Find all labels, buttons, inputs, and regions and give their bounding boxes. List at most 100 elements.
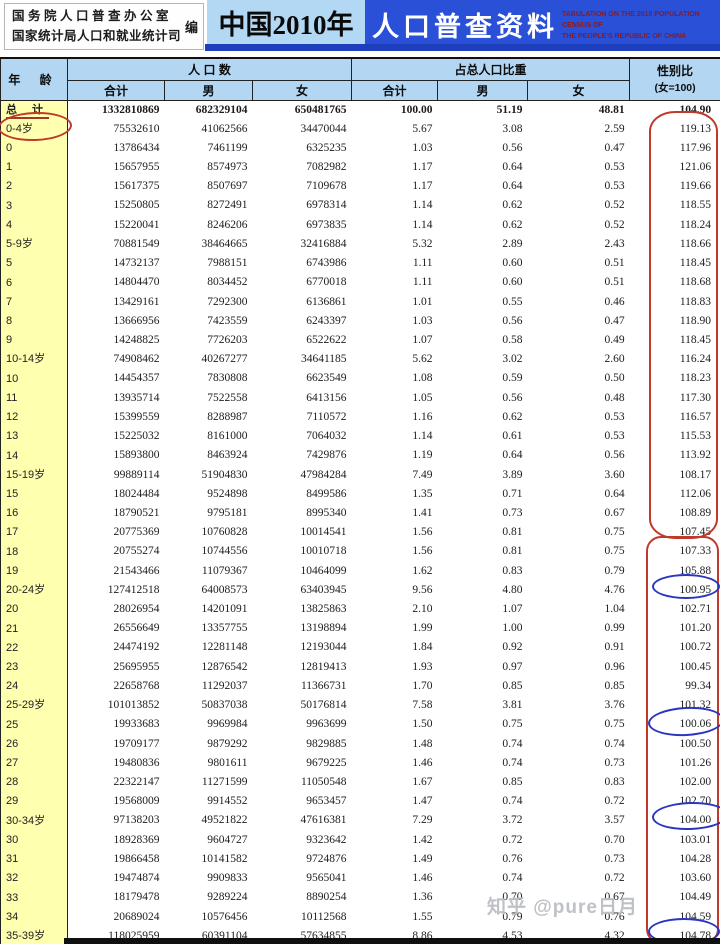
value-cell: 15225032 [113,430,160,443]
value-cell: 9323642 [306,833,347,846]
value-cell: 0.75 [604,718,625,731]
value-cell: 47616381 [300,814,347,827]
value-cell: 10014541 [300,526,347,539]
value-cell: 100.50 [679,737,712,750]
value-cell: 1.62 [412,564,433,577]
value-cell: 0.74 [502,756,523,769]
value-cell: 0.79 [502,910,523,923]
age-cell: 1 [0,158,68,178]
value-cell: 40267277 [201,353,248,366]
value-cell: 0.51 [604,276,625,289]
age-cell: 25-29岁 [0,696,68,716]
table-row: 33 18179478 9289224 8890254 1.36 0.70 0.67 104.… [0,888,720,908]
value-cell: 0.83 [604,776,625,789]
value-cell: 0.62 [502,218,523,231]
table-row: 8 13666956 7423559 6243397 1.03 0.56 0.47 118.9… [0,311,720,332]
value-cell: 0.81 [502,526,523,539]
value-cell: 10744556 [201,545,248,558]
value-cell: 0.53 [604,180,625,193]
table-row: 18 20755274 10744556 10010718 1.56 0.81 0.75 10… [0,542,720,562]
value-cell: 1.05 [412,391,433,404]
value-cell: 0.76 [502,852,523,865]
value-cell: 7423559 [207,314,248,327]
value-cell: 99889114 [113,468,160,481]
value-cell: 14201091 [201,603,248,616]
age-cell: 0 [0,138,68,159]
value-cell: 9289224 [207,891,248,904]
value-cell: 9.56 [412,583,433,596]
value-cell: 0.76 [604,910,625,923]
value-cell: 0.75 [604,526,625,539]
value-cell: 8463924 [207,449,248,462]
table-row: 19 21543466 11079367 10464099 1.62 0.83 0.79 10… [0,561,720,581]
value-cell: 127412518 [107,583,160,596]
value-cell: 19474874 [113,872,160,885]
value-cell: 0.53 [604,161,625,174]
value-cell: 100.95 [679,583,712,596]
value-cell: 1.08 [412,372,433,385]
table-row: 2 15617375 8507697 7109678 1.17 0.64 0.53 119.6… [0,177,720,197]
value-cell: 105.88 [679,564,712,577]
age-cell: 7 [0,292,68,312]
age-cell: 17 [0,523,68,543]
publisher-lines: 国务院人口普查办公室 国家统计局人口和就业统计司 [5,7,181,46]
value-cell: 9565041 [306,872,347,885]
value-cell: 1.19 [412,449,433,462]
value-cell: 25695955 [113,660,160,673]
age-cell: 13 [0,427,68,447]
value-cell: 3.08 [502,122,523,135]
value-cell: 0.92 [502,641,523,654]
value-cell: 1.50 [412,718,433,731]
table-row: 0 13786434 7461199 6325235 1.03 0.56 0.47 117.9… [0,138,720,159]
value-cell: 75532610 [113,122,160,135]
value-cell: 0.56 [502,391,523,404]
value-cell: 47984284 [300,468,347,481]
value-cell: 0.55 [502,295,523,308]
age-cell: 22 [0,638,68,658]
value-cell: 8574973 [207,161,248,174]
value-cell: 26556649 [113,622,160,635]
value-cell: 1.04 [604,603,625,616]
value-cell: 20755274 [113,545,160,558]
age-cell: 10-14岁 [0,350,68,370]
value-cell: 2.43 [604,237,625,250]
age-cell: 9 [0,331,68,351]
value-cell: 2.59 [604,122,625,135]
col-header-pop-male: 男 [164,80,253,101]
age-cell: 20-24岁 [0,580,68,601]
value-cell: 0.59 [502,372,523,385]
value-cell: 4.53 [502,929,523,942]
publisher-line2: 国家统计局人口和就业统计司 [12,28,182,43]
value-cell: 9963699 [306,718,347,731]
age-cell: 11 [0,388,68,408]
value-cell: 19480836 [113,756,160,769]
value-cell: 1.42 [412,833,433,846]
value-cell: 51.19 [496,103,523,116]
title-cn-left-box: 中国2010年 [207,0,365,44]
value-cell: 15399559 [113,410,160,423]
table-row: 5 14732137 7988151 6743986 1.11 0.60 0.51 118.4… [0,254,720,274]
value-cell: 9604727 [207,833,248,846]
value-cell: 118.90 [679,314,712,327]
value-cell: 118.45 [679,333,712,346]
value-cell: 0.74 [502,737,523,750]
value-cell: 1.00 [502,622,523,635]
value-cell: 8890254 [306,891,347,904]
value-cell: 8272491 [207,199,248,212]
age-cell: 4 [0,215,68,236]
value-cell: 7522558 [207,391,248,404]
value-cell: 15617375 [113,180,160,193]
table-row: 0-4岁 75532610 41062566 34470044 5.67 3.08 2.59… [0,119,720,139]
age-cell: 15-19岁 [0,465,68,485]
value-cell: 24474192 [113,641,160,654]
value-cell: 6522622 [306,333,347,346]
value-cell: 7429876 [306,449,347,462]
value-cell: 7830808 [207,372,248,385]
value-cell: 103.01 [679,833,712,846]
value-cell: 2.60 [604,353,625,366]
value-cell: 0.60 [502,257,523,270]
table-row: 25 19933683 9969984 9963699 1.50 0.75 0.75 100.… [0,715,720,735]
value-cell: 1.47 [412,795,433,808]
value-cell: 0.79 [604,564,625,577]
table-row: 10 14454357 7830808 6623549 1.08 0.59 0.50 118.… [0,369,720,389]
